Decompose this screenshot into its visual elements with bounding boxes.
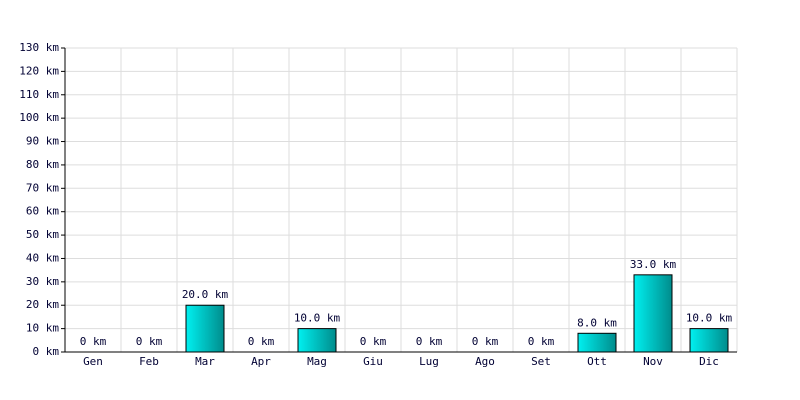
y-tick-label: 110 km — [19, 88, 59, 101]
x-tick-label: Lug — [419, 355, 439, 368]
x-tick-label: Apr — [251, 355, 271, 368]
bar — [297, 328, 337, 353]
value-label: 10.0 km — [686, 312, 733, 325]
y-tick-label: 90 km — [26, 135, 59, 148]
value-label: 0 km — [248, 335, 275, 348]
y-tick-label: 130 km — [19, 41, 59, 54]
bar — [633, 274, 673, 353]
bar — [577, 332, 617, 353]
value-label: 0 km — [80, 335, 107, 348]
x-tick-label: Gen — [83, 355, 103, 368]
x-tick-label: Feb — [139, 355, 159, 368]
x-tick-label: Mag — [307, 355, 327, 368]
x-tick-label: Dic — [699, 355, 719, 368]
x-tick-label: Ott — [587, 355, 607, 368]
value-label: 33.0 km — [630, 258, 677, 271]
y-tick-label: 10 km — [26, 322, 59, 335]
value-label: 0 km — [360, 335, 387, 348]
x-tick-label: Ago — [475, 355, 495, 368]
y-tick-label: 20 km — [26, 298, 59, 311]
value-label: 20.0 km — [182, 288, 229, 301]
y-tick-label: 50 km — [26, 228, 59, 241]
x-tick-label: Nov — [643, 355, 663, 368]
y-tick-label: 60 km — [26, 205, 59, 218]
y-tick-label: 100 km — [19, 111, 59, 124]
y-tick-label: 0 km — [33, 345, 60, 358]
y-tick-label: 70 km — [26, 181, 59, 194]
value-label: 10.0 km — [294, 312, 341, 325]
value-label: 8.0 km — [577, 316, 617, 329]
value-label: 0 km — [528, 335, 555, 348]
value-label: 0 km — [136, 335, 163, 348]
bar — [689, 328, 729, 353]
value-label: 0 km — [416, 335, 443, 348]
y-tick-label: 30 km — [26, 275, 59, 288]
x-tick-label: Set — [531, 355, 551, 368]
value-label: 0 km — [472, 335, 499, 348]
x-tick-label: Giu — [363, 355, 383, 368]
x-tick-label: Mar — [195, 355, 215, 368]
bar — [185, 304, 225, 353]
y-tick-label: 80 km — [26, 158, 59, 171]
y-tick-label: 120 km — [19, 64, 59, 77]
y-tick-label: 40 km — [26, 251, 59, 264]
